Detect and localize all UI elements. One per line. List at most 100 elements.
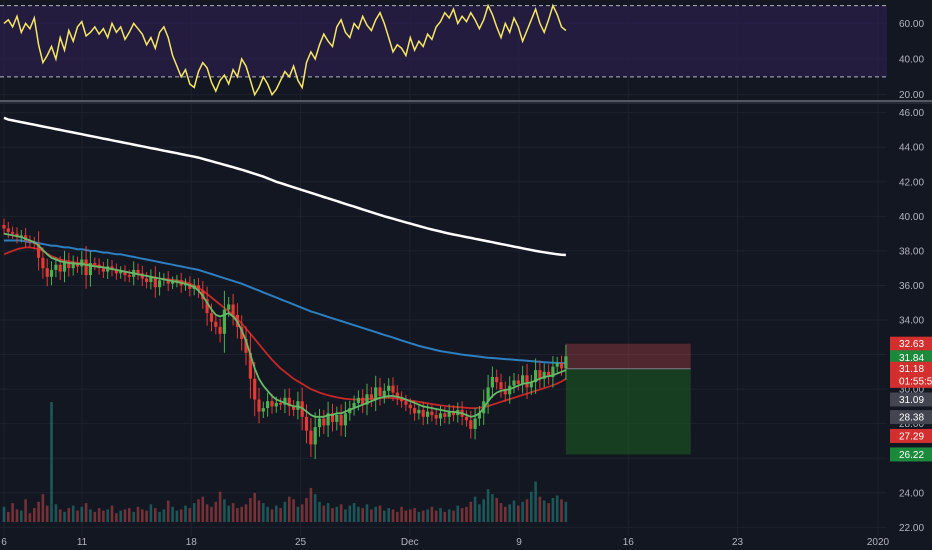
volume-bar <box>279 508 282 522</box>
price-tick-label: 24.00 <box>899 488 924 499</box>
time-tick-label: 2020 <box>867 537 890 548</box>
volume-bar <box>76 510 79 522</box>
price-axis[interactable]: 22.0024.0026.0028.0030.0032.0034.0036.00… <box>890 104 932 536</box>
price-tag-label: 31.09 <box>899 395 924 406</box>
price-tag <box>890 410 932 425</box>
candle-body <box>84 259 88 276</box>
price-tick-label: 42.00 <box>899 177 924 188</box>
volume-bar <box>33 508 36 522</box>
price-tag <box>890 428 932 443</box>
volume-bar <box>517 505 520 522</box>
price-tag-label: 31.84 <box>899 353 924 364</box>
volume-bar <box>115 513 118 522</box>
price-axis-bg <box>890 104 932 536</box>
price-tag <box>890 361 932 376</box>
volume-bar <box>378 505 382 522</box>
candle-body <box>521 375 525 384</box>
candle-body <box>421 409 425 417</box>
candle-body <box>119 271 123 274</box>
volume-bar <box>551 498 555 522</box>
volume-bar <box>296 506 300 522</box>
candle-body <box>71 263 75 269</box>
candle-body <box>231 304 235 315</box>
volume-bar <box>249 498 252 522</box>
volume-bar <box>175 510 179 522</box>
candle-body <box>136 269 140 274</box>
position-box[interactable] <box>565 343 691 455</box>
volume-bar <box>352 503 356 522</box>
volume-bar <box>478 504 481 522</box>
volume-bar <box>443 511 447 522</box>
volume-bar <box>205 504 209 522</box>
volume-bar <box>188 508 192 522</box>
volume-bar <box>495 498 498 522</box>
price-tick-label: 44.00 <box>899 143 924 154</box>
candle-body <box>67 261 71 269</box>
volume-bar <box>110 505 114 522</box>
volume-bar <box>434 510 438 522</box>
volume-bar <box>344 509 347 522</box>
volume-bar <box>383 510 386 522</box>
volume-bar <box>465 506 468 522</box>
volume-bar <box>460 508 464 522</box>
candle-body <box>451 411 456 416</box>
candle-body <box>257 399 261 412</box>
stop-zone[interactable] <box>565 343 691 369</box>
candle-body <box>434 415 438 419</box>
candle-body <box>473 418 477 429</box>
volume-bar <box>149 504 153 522</box>
volume-bar <box>266 506 269 522</box>
time-tick-label: 16 <box>623 537 635 548</box>
volume-bar <box>396 511 399 522</box>
candle-body <box>209 313 214 322</box>
candle-body <box>222 309 226 334</box>
price-tag <box>890 336 932 351</box>
candle-body <box>292 406 296 410</box>
target-zone[interactable] <box>565 368 691 455</box>
volume-bar <box>154 508 157 522</box>
volume-bar <box>201 496 205 522</box>
volume-bar <box>67 508 71 522</box>
candle-body <box>196 285 201 291</box>
volume-bar <box>452 510 455 522</box>
price-grid <box>0 104 887 536</box>
volume-bar <box>292 499 295 522</box>
volume-bar <box>24 499 27 522</box>
volume-bar <box>491 494 494 522</box>
volume-bar <box>184 505 187 522</box>
volume-bar <box>525 499 529 522</box>
candle-body <box>426 411 430 417</box>
volume-bar <box>270 509 274 522</box>
candle-body <box>413 408 417 414</box>
volume-bar <box>309 487 313 522</box>
rsi-axis: 20.00 40.00 60.00 <box>899 19 924 101</box>
volume-bar <box>504 506 507 522</box>
candle-body <box>339 415 343 426</box>
candle-body <box>430 411 434 416</box>
volume-bar <box>473 496 477 522</box>
time-axis[interactable]: 6 11 18 25 Dec 9 16 23 2020 <box>1 537 889 548</box>
candle-body <box>114 269 118 274</box>
candle-body <box>387 385 391 391</box>
ema-green-line <box>3 232 567 418</box>
candle-body <box>93 263 97 265</box>
candle-body <box>391 385 395 393</box>
volume-bar <box>322 505 326 522</box>
volume-bar <box>197 499 200 522</box>
price-tag-label: 32.63 <box>899 339 924 350</box>
candle-body <box>564 356 568 369</box>
candle-body <box>270 401 274 407</box>
volume-bar <box>257 500 261 522</box>
price-tick-label: 40.00 <box>899 212 924 223</box>
volume-bar <box>555 495 559 522</box>
candle-body <box>244 339 248 353</box>
candle-body <box>534 370 538 383</box>
volume-bar <box>58 509 62 522</box>
volume-bar <box>547 503 550 522</box>
volume-bar <box>486 489 490 522</box>
volume-bar <box>20 510 23 522</box>
volume-bar <box>318 501 321 522</box>
candle-body <box>408 404 412 409</box>
candle-body <box>227 304 231 310</box>
